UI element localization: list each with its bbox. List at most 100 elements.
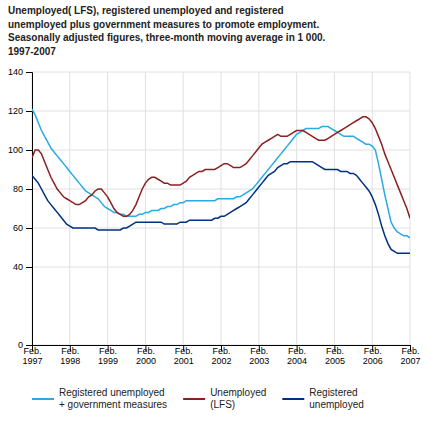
x-axis: Feb.1997Feb.1998Feb.1999Feb.2000Feb.2001… — [22, 345, 420, 366]
x-tick-label: Feb.2000 — [136, 346, 156, 366]
y-tick-mark — [26, 111, 32, 112]
y-tick-label: 80 — [13, 184, 23, 194]
grid-line-x — [372, 72, 373, 345]
series-line — [32, 162, 410, 254]
x-tick: Feb.1999 — [98, 345, 118, 366]
text-line: 2000 — [136, 356, 156, 366]
legend-label: Registered unemployed+ government measur… — [59, 387, 167, 410]
text-line: Feb. — [175, 346, 193, 356]
text-line: Unemployed — [210, 387, 266, 398]
text-line: Feb. — [212, 346, 230, 356]
legend-item: Unemployed(LFS) — [183, 387, 266, 410]
y-axis-line — [26, 73, 33, 346]
grid-line-x — [296, 72, 297, 345]
x-tick: Feb.2006 — [363, 345, 383, 366]
y-tick-label: 60 — [13, 223, 23, 233]
y-tick-mark — [26, 267, 32, 268]
text-line: 2002 — [211, 356, 231, 366]
grid-line-x — [69, 72, 70, 345]
text-line: Feb. — [250, 346, 268, 356]
text-line: Feb. — [61, 346, 79, 356]
grid-line-x — [221, 72, 222, 345]
text-line: Feb. — [326, 346, 344, 356]
y-tick: 140 — [8, 67, 32, 77]
text-line: + government measures — [59, 399, 167, 410]
text-line: unemployed plus government measures to p… — [8, 19, 319, 30]
x-tick: Feb.2001 — [174, 345, 194, 366]
text-line: 2005 — [325, 356, 345, 366]
x-tick: Feb.2005 — [325, 345, 345, 366]
text-line: 1997 — [22, 356, 42, 366]
y-tick-label: 40 — [13, 262, 23, 272]
text-line: Feb. — [137, 346, 155, 356]
chart: Unemployed( LFS), registered unemployed … — [0, 0, 426, 429]
text-line: 2004 — [287, 356, 307, 366]
legend-swatch — [32, 398, 54, 400]
text-line: Unemployed( LFS), registered unemployed … — [8, 5, 284, 16]
text-line: Feb. — [364, 346, 382, 356]
x-tick: Feb.2004 — [287, 345, 307, 366]
x-tick-label: Feb.2001 — [174, 346, 194, 366]
legend: Registered unemployed+ government measur… — [32, 387, 364, 410]
legend-item: Registered unemployed+ government measur… — [32, 387, 167, 410]
y-tick-label: 140 — [8, 67, 23, 77]
text-line: (LFS) — [210, 399, 235, 410]
text-line: 2006 — [363, 356, 383, 366]
title: Unemployed( LFS), registered unemployed … — [8, 5, 326, 57]
grid-line-x — [145, 72, 146, 345]
text-line: Feb. — [99, 346, 117, 356]
x-tick-label: Feb.2003 — [249, 346, 269, 366]
grid-line-x — [183, 72, 184, 345]
x-tick-label: Feb.1998 — [60, 346, 80, 366]
y-tick: 100 — [8, 145, 32, 155]
x-tick: Feb.2003 — [249, 345, 269, 366]
legend-label: Registeredunemployed — [309, 387, 363, 410]
text-line: 2003 — [249, 356, 269, 366]
x-tick-label: Feb.2004 — [287, 346, 307, 366]
text-line: 2007 — [400, 356, 420, 366]
text-line: Registered — [309, 387, 357, 398]
x-tick-label: Feb.2006 — [363, 346, 383, 366]
legend-swatch — [282, 398, 304, 400]
text-line: 1998 — [60, 356, 80, 366]
x-tick: Feb.1997 — [22, 345, 42, 366]
text-line: 2001 — [174, 356, 194, 366]
text-line: Feb. — [288, 346, 306, 356]
grid-line-x — [334, 72, 335, 345]
y-tick-mark — [26, 150, 32, 151]
x-tick: Feb.1998 — [60, 345, 80, 366]
x-tick-label: Feb.2002 — [211, 346, 231, 366]
y-tick-label: 0 — [18, 340, 23, 350]
text-line: 1997-2007 — [8, 46, 56, 57]
y-tick: 60 — [13, 223, 32, 233]
text-line: Seasonally adjusted figures, three-month… — [8, 32, 326, 43]
text-line: Feb. — [23, 346, 41, 356]
text-line: Registered unemployed — [59, 387, 165, 398]
y-tick-mark — [26, 72, 32, 73]
text-line: Feb. — [401, 346, 419, 356]
grid — [32, 72, 410, 345]
y-tick: 80 — [13, 184, 32, 194]
x-tick: Feb.2002 — [211, 345, 231, 366]
y-tick-mark — [26, 345, 32, 346]
x-tick-label: Feb.2007 — [400, 346, 420, 366]
grid-line-x — [410, 72, 411, 345]
plot: Feb.1997Feb.1998Feb.1999Feb.2000Feb.2001… — [8, 67, 421, 366]
x-tick: Feb.2000 — [136, 345, 156, 366]
y-tick-label: 100 — [8, 145, 23, 155]
y-tick: 40 — [13, 262, 32, 272]
y-tick: 0 — [18, 340, 32, 350]
legend-swatch — [183, 398, 205, 400]
x-tick-label: Feb.1997 — [22, 346, 42, 366]
y-tick: 120 — [8, 106, 32, 116]
legend-label: Unemployed(LFS) — [210, 387, 266, 410]
x-tick: Feb.2007 — [400, 345, 420, 366]
series-line — [32, 117, 410, 218]
y-tick-mark — [26, 228, 32, 229]
lines — [32, 109, 410, 253]
y-tick-mark — [26, 189, 32, 190]
y-axis: 0 40 60 80 100 120 140 — [8, 67, 33, 350]
grid-line-x — [258, 72, 259, 345]
text-line: 1999 — [98, 356, 118, 366]
text-line: unemployed — [309, 399, 363, 410]
